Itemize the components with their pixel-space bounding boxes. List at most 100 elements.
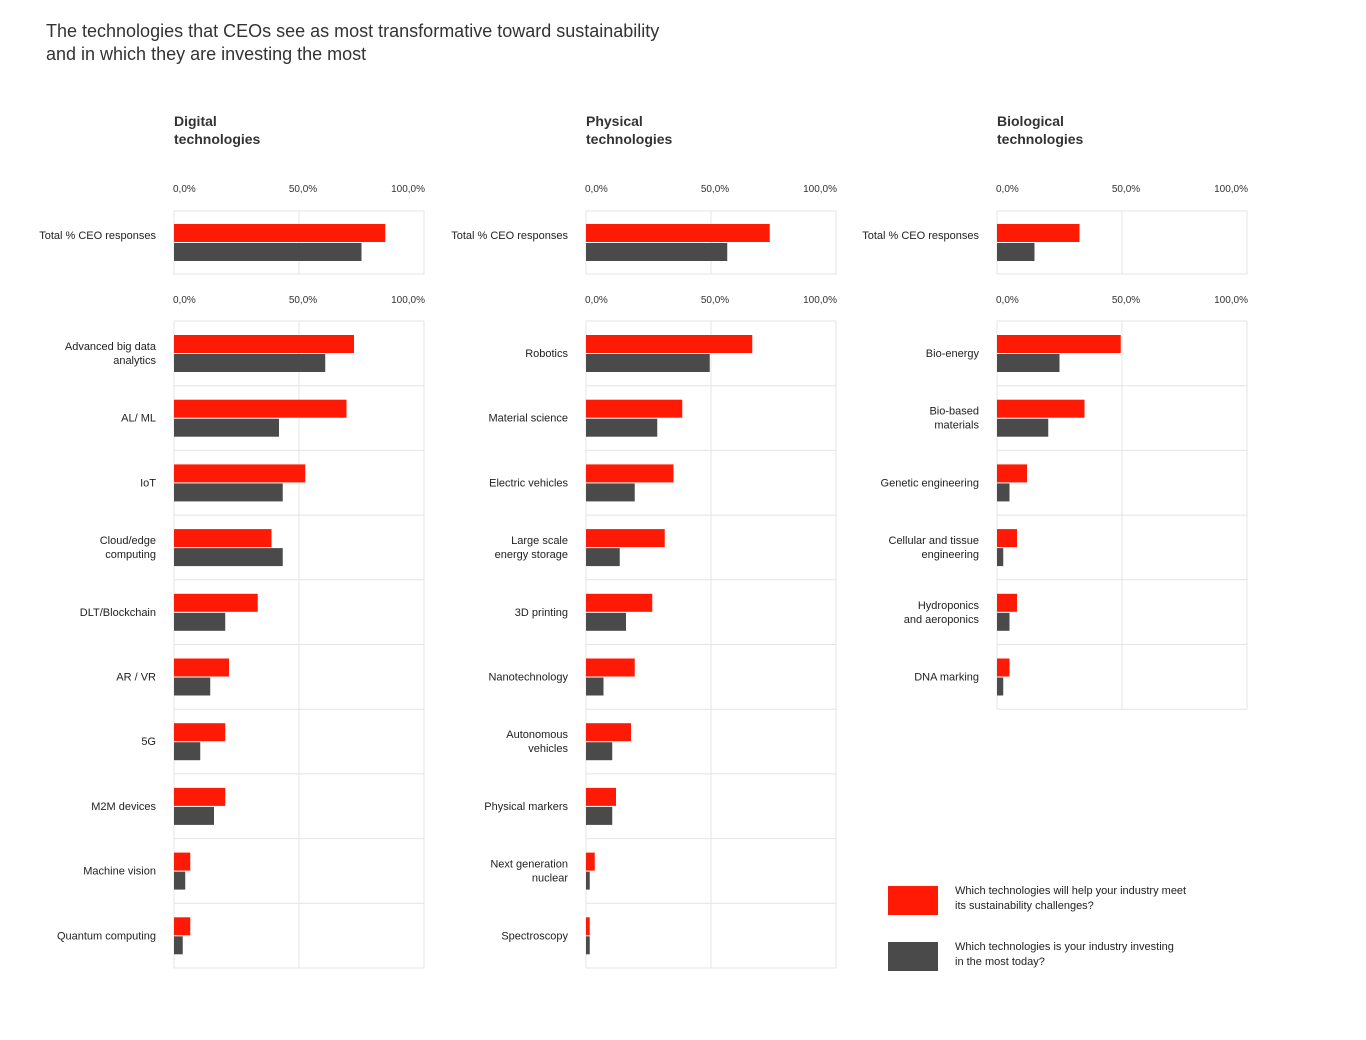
total-label-1: Total % CEO responses [451, 230, 568, 242]
category-0-0-bar-help [174, 335, 354, 353]
panel-title-2-line-1: Biological [997, 113, 1064, 129]
category-label-2-3-line-1: Cellular and tissue [889, 535, 980, 547]
category-0-3-bar-invest [174, 548, 283, 567]
category-label-1-6-line-2: vehicles [528, 743, 568, 755]
category-label-1-0: Robotics [525, 348, 568, 360]
chart-title-line-2: and in which they are investing the most [46, 44, 367, 64]
tick-label-cat-1-1: 50,0% [701, 295, 729, 306]
tick-label-cat-2-1: 50,0% [1112, 295, 1140, 306]
category-label-2-0: Bio-energy [926, 348, 980, 360]
category-label-1-8-line-2: nuclear [532, 873, 568, 885]
legend-swatch-help [888, 886, 938, 915]
legend-label-help-line-2: its sustainability challenges? [955, 900, 1094, 912]
category-1-0-bar-help [586, 335, 753, 353]
category-2-2-bar-help [997, 464, 1027, 483]
legend-label-invest-line-2: in the most today? [955, 956, 1045, 968]
category-0-6-bar-invest [174, 742, 201, 761]
category-0-6-bar-help [174, 723, 226, 742]
tick-label-total-2-2: 100,0% [1214, 184, 1248, 195]
total-2-bar-help [997, 224, 1080, 242]
category-label-2-2: Genetic engineering [881, 477, 979, 489]
legend-label-help-line-1: Which technologies will help your indust… [955, 885, 1187, 897]
category-1-6-bar-help [586, 723, 631, 742]
chart-title: The technologies that CEOs see as most t… [46, 20, 766, 66]
category-2-5-bar-help [997, 658, 1010, 677]
category-2-4-bar-help [997, 593, 1017, 612]
legend-label-help: Which technologies will help your indust… [955, 884, 1225, 914]
category-label-1-7: Physical markers [484, 801, 568, 813]
total-0-bar-invest [174, 243, 362, 261]
category-label-0-9: Quantum computing [57, 930, 156, 942]
category-label-0-3-line-1: Cloud/edge [100, 535, 156, 547]
panel-title-2-line-2: technologies [997, 131, 1084, 147]
category-0-1-bar-invest [174, 418, 279, 437]
tick-label-total-2-1: 50,0% [1112, 184, 1140, 195]
tick-label-total-1-2: 100,0% [803, 184, 837, 195]
category-1-3-bar-help [586, 529, 665, 548]
category-0-5-bar-invest [174, 677, 211, 696]
total-label-2: Total % CEO responses [862, 230, 979, 242]
category-0-2-bar-help [174, 464, 306, 483]
category-1-3-bar-invest [586, 548, 620, 567]
tick-label-total-0-2: 100,0% [391, 184, 425, 195]
category-0-7-bar-help [174, 787, 226, 806]
category-1-6-bar-invest [586, 742, 613, 761]
tick-label-cat-0-2: 100,0% [391, 295, 425, 306]
category-label-2-5: DNA marking [914, 672, 979, 684]
category-label-1-4: 3D printing [515, 607, 568, 619]
tick-label-total-1-1: 50,0% [701, 184, 729, 195]
category-2-4-bar-invest [997, 612, 1010, 631]
tick-label-cat-1-2: 100,0% [803, 295, 837, 306]
legend-label-invest: Which technologies is your industry inve… [955, 940, 1225, 970]
category-label-2-4-line-2: and aeroponics [904, 614, 980, 626]
category-1-8-bar-help [586, 852, 595, 871]
category-0-2-bar-invest [174, 483, 283, 502]
category-label-2-1-line-1: Bio-based [929, 406, 979, 418]
category-label-0-8: Machine vision [83, 866, 156, 878]
category-1-2-bar-invest [586, 483, 635, 502]
category-0-7-bar-invest [174, 806, 214, 825]
category-label-1-3-line-2: energy storage [495, 549, 568, 561]
legend-label-invest-line-1: Which technologies is your industry inve… [955, 941, 1174, 953]
category-label-0-0-line-2: analytics [113, 355, 156, 367]
category-2-5-bar-invest [997, 677, 1004, 696]
tick-label-cat-1-0: 0,0% [585, 295, 608, 306]
tick-label-cat-2-2: 100,0% [1214, 295, 1248, 306]
category-1-7-bar-help [586, 787, 616, 806]
panel-title-1-line-1: Physical [586, 113, 643, 129]
category-label-2-1-line-2: materials [934, 420, 979, 432]
category-0-8-bar-invest [174, 871, 186, 890]
category-0-9-bar-help [174, 917, 191, 936]
tick-label-cat-0-1: 50,0% [289, 295, 317, 306]
tick-label-cat-2-0: 0,0% [996, 295, 1019, 306]
category-0-3-bar-help [174, 529, 272, 548]
category-label-0-1: AL/ ML [121, 413, 156, 425]
category-1-9-bar-invest [586, 936, 590, 955]
total-label-0: Total % CEO responses [39, 230, 156, 242]
category-label-0-0-line-1: Advanced big data [65, 341, 157, 353]
panel-title-0-line-1: Digital [174, 113, 217, 129]
category-1-7-bar-invest [586, 806, 613, 825]
category-label-0-4: DLT/Blockchain [80, 607, 156, 619]
category-2-1-bar-invest [997, 418, 1049, 437]
category-label-1-9: Spectroscopy [501, 930, 568, 942]
category-0-9-bar-invest [174, 936, 183, 955]
category-1-5-bar-help [586, 658, 635, 677]
category-2-3-bar-help [997, 529, 1017, 548]
category-label-0-5: AR / VR [116, 672, 156, 684]
category-0-4-bar-help [174, 593, 258, 612]
category-2-3-bar-invest [997, 548, 1004, 567]
category-label-1-5: Nanotechnology [488, 672, 568, 684]
category-1-0-bar-invest [586, 354, 710, 372]
category-1-9-bar-help [586, 917, 590, 936]
category-2-0-bar-invest [997, 354, 1060, 372]
total-2-bar-invest [997, 243, 1035, 261]
legend-swatch-invest [888, 942, 938, 971]
category-label-0-7: M2M devices [91, 801, 156, 813]
category-label-1-3-line-1: Large scale [511, 535, 568, 547]
category-2-2-bar-invest [997, 483, 1010, 502]
tick-label-total-1-0: 0,0% [585, 184, 608, 195]
total-1-bar-invest [586, 243, 728, 261]
panel-title-0-line-2: technologies [174, 131, 261, 147]
